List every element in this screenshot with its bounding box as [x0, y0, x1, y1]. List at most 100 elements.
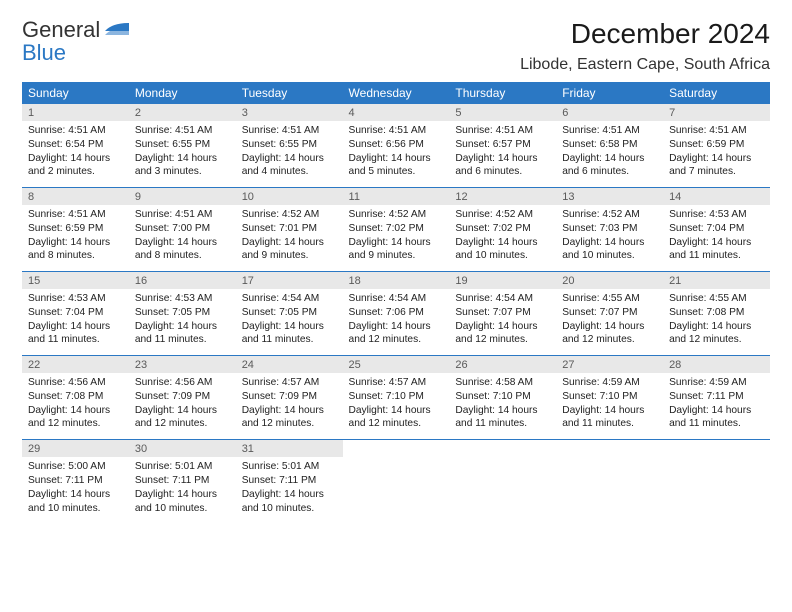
- sunrise-line: Sunrise: 4:51 AM: [28, 124, 123, 138]
- day-number: 26: [449, 356, 556, 373]
- sunrise-line: Sunrise: 5:01 AM: [135, 460, 230, 474]
- sunset-line: Sunset: 7:03 PM: [562, 222, 657, 236]
- day-number: [449, 440, 556, 457]
- sunrise-line: Sunrise: 4:53 AM: [28, 292, 123, 306]
- daylight-line: Daylight: 14 hours and 11 minutes.: [562, 404, 657, 432]
- daylight-line: Daylight: 14 hours and 12 minutes.: [349, 404, 444, 432]
- day-cell: Sunrise: 4:53 AMSunset: 7:05 PMDaylight:…: [129, 289, 236, 356]
- sunrise-line: Sunrise: 5:01 AM: [242, 460, 337, 474]
- sunset-line: Sunset: 7:10 PM: [562, 390, 657, 404]
- sunrise-line: Sunrise: 4:58 AM: [455, 376, 550, 390]
- day-cell: Sunrise: 4:51 AMSunset: 6:59 PMDaylight:…: [22, 205, 129, 272]
- sunset-line: Sunset: 7:11 PM: [242, 474, 337, 488]
- day-number: [556, 440, 663, 457]
- sunset-line: Sunset: 7:06 PM: [349, 306, 444, 320]
- sunrise-line: Sunrise: 4:51 AM: [349, 124, 444, 138]
- day-number-row: 293031: [22, 440, 770, 457]
- day-cell: Sunrise: 4:58 AMSunset: 7:10 PMDaylight:…: [449, 373, 556, 440]
- day-number: 12: [449, 188, 556, 205]
- daylight-line: Daylight: 14 hours and 6 minutes.: [455, 152, 550, 180]
- day-cell: Sunrise: 5:01 AMSunset: 7:11 PMDaylight:…: [129, 457, 236, 523]
- sunset-line: Sunset: 6:55 PM: [242, 138, 337, 152]
- sunrise-line: Sunrise: 4:52 AM: [562, 208, 657, 222]
- day-cell: [556, 457, 663, 523]
- sunset-line: Sunset: 7:11 PM: [669, 390, 764, 404]
- sunrise-line: Sunrise: 5:00 AM: [28, 460, 123, 474]
- day-cell: Sunrise: 4:55 AMSunset: 7:07 PMDaylight:…: [556, 289, 663, 356]
- sunset-line: Sunset: 7:11 PM: [28, 474, 123, 488]
- day-cell: Sunrise: 4:54 AMSunset: 7:06 PMDaylight:…: [343, 289, 450, 356]
- day-number: 29: [22, 440, 129, 457]
- daylight-line: Daylight: 14 hours and 11 minutes.: [28, 320, 123, 348]
- day-cell: Sunrise: 4:51 AMSunset: 6:56 PMDaylight:…: [343, 121, 450, 188]
- day-number: 25: [343, 356, 450, 373]
- sunrise-line: Sunrise: 4:53 AM: [135, 292, 230, 306]
- day-number-row: 891011121314: [22, 188, 770, 205]
- day-cell-row: Sunrise: 4:51 AMSunset: 6:59 PMDaylight:…: [22, 205, 770, 272]
- day-number: 23: [129, 356, 236, 373]
- day-header: Sunday: [22, 82, 129, 104]
- day-header: Tuesday: [236, 82, 343, 104]
- daylight-line: Daylight: 14 hours and 6 minutes.: [562, 152, 657, 180]
- day-number: 20: [556, 272, 663, 289]
- daylight-line: Daylight: 14 hours and 4 minutes.: [242, 152, 337, 180]
- sunrise-line: Sunrise: 4:54 AM: [455, 292, 550, 306]
- sunrise-line: Sunrise: 4:52 AM: [455, 208, 550, 222]
- day-cell-row: Sunrise: 4:56 AMSunset: 7:08 PMDaylight:…: [22, 373, 770, 440]
- sunset-line: Sunset: 7:10 PM: [349, 390, 444, 404]
- day-cell: Sunrise: 4:53 AMSunset: 7:04 PMDaylight:…: [663, 205, 770, 272]
- day-number: 30: [129, 440, 236, 457]
- day-number: 19: [449, 272, 556, 289]
- day-number: 18: [343, 272, 450, 289]
- day-cell: Sunrise: 4:56 AMSunset: 7:09 PMDaylight:…: [129, 373, 236, 440]
- calendar-body: 1234567Sunrise: 4:51 AMSunset: 6:54 PMDa…: [22, 104, 770, 523]
- sunset-line: Sunset: 7:05 PM: [135, 306, 230, 320]
- day-header: Saturday: [663, 82, 770, 104]
- day-number: 6: [556, 104, 663, 121]
- sunrise-line: Sunrise: 4:55 AM: [562, 292, 657, 306]
- sunrise-line: Sunrise: 4:57 AM: [349, 376, 444, 390]
- day-cell: [343, 457, 450, 523]
- daylight-line: Daylight: 14 hours and 10 minutes.: [455, 236, 550, 264]
- day-number: 22: [22, 356, 129, 373]
- day-number: 14: [663, 188, 770, 205]
- sunset-line: Sunset: 7:02 PM: [349, 222, 444, 236]
- sunset-line: Sunset: 6:58 PM: [562, 138, 657, 152]
- day-cell-row: Sunrise: 5:00 AMSunset: 7:11 PMDaylight:…: [22, 457, 770, 523]
- day-cell: Sunrise: 4:51 AMSunset: 6:59 PMDaylight:…: [663, 121, 770, 188]
- day-cell: Sunrise: 5:01 AMSunset: 7:11 PMDaylight:…: [236, 457, 343, 523]
- day-number: 31: [236, 440, 343, 457]
- day-cell: Sunrise: 4:55 AMSunset: 7:08 PMDaylight:…: [663, 289, 770, 356]
- daylight-line: Daylight: 14 hours and 11 minutes.: [669, 404, 764, 432]
- day-cell: Sunrise: 4:54 AMSunset: 7:07 PMDaylight:…: [449, 289, 556, 356]
- brand-text: General Blue: [22, 18, 100, 64]
- sunset-line: Sunset: 7:09 PM: [135, 390, 230, 404]
- sunrise-line: Sunrise: 4:55 AM: [669, 292, 764, 306]
- day-cell: Sunrise: 4:53 AMSunset: 7:04 PMDaylight:…: [22, 289, 129, 356]
- day-number: 5: [449, 104, 556, 121]
- day-header-row: Sunday Monday Tuesday Wednesday Thursday…: [22, 82, 770, 104]
- day-cell: Sunrise: 4:57 AMSunset: 7:09 PMDaylight:…: [236, 373, 343, 440]
- day-header: Thursday: [449, 82, 556, 104]
- day-number-row: 15161718192021: [22, 272, 770, 289]
- sunset-line: Sunset: 6:55 PM: [135, 138, 230, 152]
- day-cell-row: Sunrise: 4:51 AMSunset: 6:54 PMDaylight:…: [22, 121, 770, 188]
- daylight-line: Daylight: 14 hours and 10 minutes.: [135, 488, 230, 516]
- sunset-line: Sunset: 7:07 PM: [455, 306, 550, 320]
- day-number: [343, 440, 450, 457]
- sunrise-line: Sunrise: 4:51 AM: [455, 124, 550, 138]
- day-number: 28: [663, 356, 770, 373]
- day-cell: Sunrise: 4:51 AMSunset: 6:54 PMDaylight:…: [22, 121, 129, 188]
- sunset-line: Sunset: 6:54 PM: [28, 138, 123, 152]
- sunrise-line: Sunrise: 4:57 AM: [242, 376, 337, 390]
- day-cell: Sunrise: 4:51 AMSunset: 6:55 PMDaylight:…: [129, 121, 236, 188]
- daylight-line: Daylight: 14 hours and 7 minutes.: [669, 152, 764, 180]
- sunset-line: Sunset: 7:01 PM: [242, 222, 337, 236]
- day-cell: Sunrise: 4:59 AMSunset: 7:11 PMDaylight:…: [663, 373, 770, 440]
- daylight-line: Daylight: 14 hours and 8 minutes.: [28, 236, 123, 264]
- daylight-line: Daylight: 14 hours and 11 minutes.: [242, 320, 337, 348]
- sunrise-line: Sunrise: 4:52 AM: [349, 208, 444, 222]
- day-cell: Sunrise: 4:56 AMSunset: 7:08 PMDaylight:…: [22, 373, 129, 440]
- sunrise-line: Sunrise: 4:56 AM: [28, 376, 123, 390]
- daylight-line: Daylight: 14 hours and 11 minutes.: [455, 404, 550, 432]
